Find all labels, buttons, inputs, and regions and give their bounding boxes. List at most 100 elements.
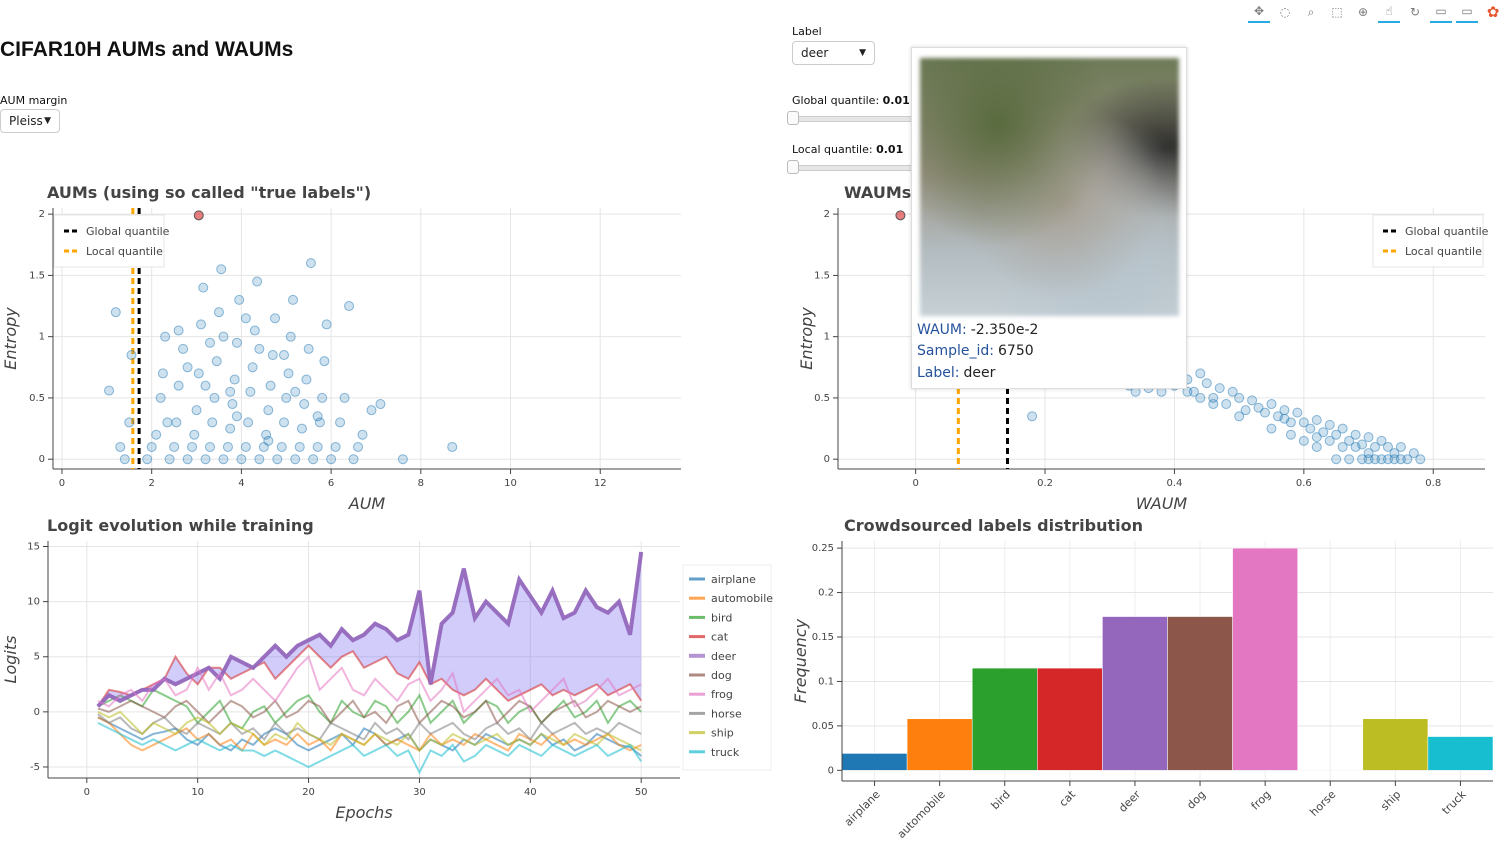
wheel-zoom-icon[interactable]: ⊕: [1357, 5, 1369, 19]
chevron-down-icon: ▼: [859, 48, 866, 58]
data-point: [303, 343, 314, 354]
x-tick-label: 10: [191, 787, 204, 798]
pan-icon[interactable]: ✥: [1248, 1, 1270, 23]
data-point: [344, 301, 355, 312]
data-point: [270, 313, 281, 324]
data-point: [1370, 441, 1381, 452]
y-tick-label: 0.5: [814, 393, 830, 404]
data-point: [339, 392, 350, 403]
data-point: [357, 429, 368, 440]
data-point: [321, 319, 332, 330]
tooltip-row-waum: WAUM: -2.350e-2: [917, 322, 1039, 338]
data-point: [247, 362, 258, 373]
data-point: [305, 258, 316, 269]
x-tick-label: 8: [418, 478, 424, 489]
box-zoom-icon[interactable]: ⬚: [1331, 5, 1343, 19]
data-point: [1292, 407, 1303, 418]
data-point: [198, 282, 209, 293]
data-point: [243, 417, 254, 428]
data-point: [1195, 368, 1206, 379]
global-quantile-slider-handle[interactable]: [787, 111, 799, 125]
data-point: [1279, 413, 1290, 424]
data-point: [1221, 399, 1232, 410]
legend-item: Global quantile: [86, 225, 170, 238]
data-point: [366, 405, 377, 416]
data-point: [1350, 429, 1361, 440]
data-point: [245, 386, 256, 397]
local-quantile-slider[interactable]: [792, 165, 914, 171]
legend-item: bird: [711, 611, 732, 624]
logit-evolution-chart[interactable]: Logit evolution while training 0 10 20 30 40 5…: [0, 513, 780, 833]
lasso-icon[interactable]: ◌: [1279, 5, 1291, 19]
aum-margin-select[interactable]: Pleiss ▼: [0, 109, 60, 133]
data-point: [312, 411, 323, 422]
label-select[interactable]: deer ▼: [792, 41, 875, 65]
x-tick-label: 40: [524, 787, 537, 798]
bokeh-logo-icon[interactable]: ✿: [1486, 3, 1500, 21]
data-point: [348, 454, 359, 465]
chart-title: Crowdsourced labels distribution: [844, 516, 1143, 535]
x-axis-label: Epochs: [335, 803, 392, 822]
y-tick-label: 1: [39, 332, 45, 343]
legend-item: automobile: [711, 592, 773, 605]
data-point: [187, 441, 198, 452]
y-tick-label: 1.5: [814, 270, 830, 281]
data-point: [1214, 383, 1225, 394]
data-point: [353, 441, 364, 452]
x-tick-label: ship: [1378, 788, 1403, 813]
data-point: [1227, 386, 1238, 397]
data-point: [1208, 399, 1219, 410]
data-point: [234, 294, 245, 305]
bar-airplane: [841, 753, 908, 771]
data-point: [1201, 378, 1212, 389]
bar-ship: [1362, 718, 1429, 771]
series-line-airplane: [97, 716, 642, 757]
data-point: [1260, 407, 1271, 418]
hover-icon[interactable]: ▭: [1430, 1, 1452, 23]
aum-scatter-chart[interactable]: AUMs (using so called "true labels") 0 2 4 6…: [0, 180, 690, 515]
x-tick-label: 6: [328, 478, 334, 489]
data-point: [1337, 441, 1348, 452]
zoom-icon[interactable]: ⌕: [1307, 4, 1315, 19]
data-point: [281, 392, 292, 403]
plot-toolbar: ✥ ◌ ⌕ ⬚ ⊕ ☝ ↻ ▭ ▭ ✿: [1248, 0, 1504, 24]
global-quantile-slider[interactable]: [792, 116, 914, 122]
data-point: [182, 454, 193, 465]
data-point: [240, 313, 251, 324]
reset-icon[interactable]: ↻: [1409, 5, 1421, 19]
data-point: [213, 307, 224, 318]
label-distribution-chart[interactable]: Crowdsourced labels distribution 0 0.05 0.1…: [790, 513, 1500, 843]
data-point: [236, 454, 247, 465]
data-point: [171, 417, 182, 428]
data-point: [276, 441, 287, 452]
data-point: [375, 399, 386, 410]
aum-margin-value: Pleiss: [9, 114, 43, 128]
data-point: [1311, 414, 1322, 425]
legend-item: Local quantile: [86, 245, 163, 258]
y-tick-label: 0: [39, 454, 45, 465]
data-point: [254, 343, 265, 354]
legend-item: cat: [711, 631, 729, 644]
data-point: [308, 454, 319, 465]
x-tick-label: 12: [594, 478, 607, 489]
data-point: [200, 380, 211, 391]
y-tick-label: 0: [34, 707, 40, 718]
data-point: [126, 350, 137, 361]
y-tick-label: 0.05: [812, 721, 834, 732]
bar-deer: [1102, 616, 1168, 771]
local-quantile-slider-handle[interactable]: [787, 160, 799, 174]
tap-icon[interactable]: ☝: [1378, 1, 1400, 23]
data-point: [182, 362, 193, 373]
data-point: [1408, 448, 1419, 459]
legend-item: ship: [711, 727, 734, 740]
hover-icon-2[interactable]: ▭: [1456, 1, 1478, 23]
data-point: [151, 429, 162, 440]
data-point: [279, 417, 290, 428]
x-tick-label: 10: [504, 478, 517, 489]
data-point: [299, 399, 310, 410]
x-tick-label: frog: [1249, 788, 1274, 813]
bar-bird: [971, 667, 1038, 771]
x-tick-label: 0.2: [1037, 478, 1053, 489]
data-point: [279, 350, 290, 361]
data-point: [265, 380, 276, 391]
